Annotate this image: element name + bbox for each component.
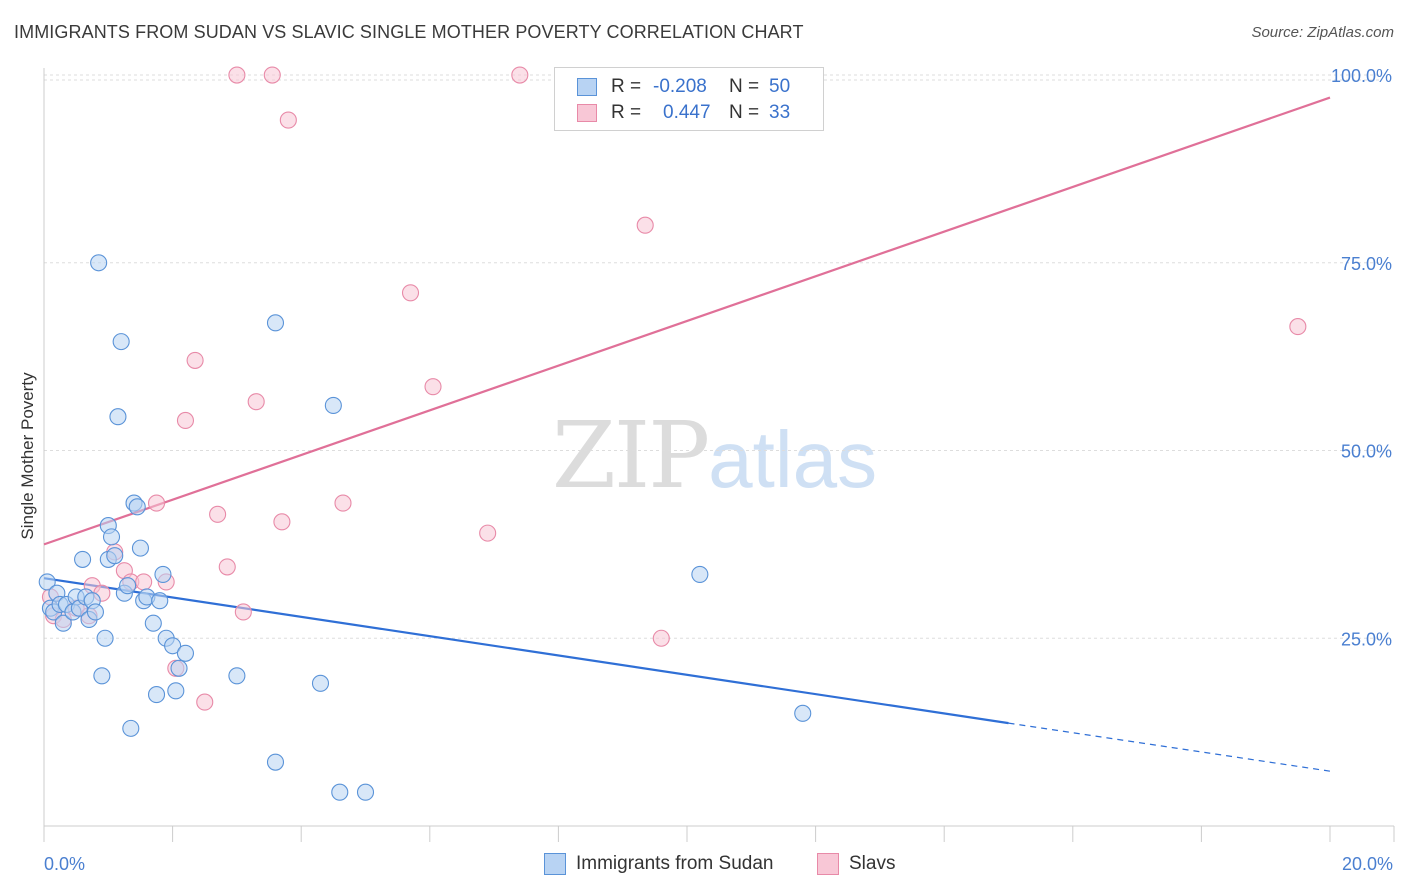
legend-n-label: N = xyxy=(729,76,760,97)
point-sudan xyxy=(112,333,130,351)
point-sudan xyxy=(131,539,149,557)
x-tick-label: 20.0% xyxy=(1342,854,1393,874)
y-axis-label: Single Mother Poverty xyxy=(18,372,37,540)
point-slavs xyxy=(135,573,153,591)
point-sudan xyxy=(74,550,92,568)
legend-row-slavs: R = 0.447 N = 33 xyxy=(577,100,790,126)
point-sudan xyxy=(794,704,812,722)
bottom-legend-swatch-sudan xyxy=(544,853,566,875)
x-tick-label: 0.0% xyxy=(44,854,85,874)
bottom-legend-swatch-slavs xyxy=(817,853,839,875)
point-slavs xyxy=(279,111,297,129)
point-sudan xyxy=(102,528,121,546)
point-slavs xyxy=(424,378,442,396)
point-slavs xyxy=(652,629,670,647)
chart-title: IMMIGRANTS FROM SUDAN VS SLAVIC SINGLE M… xyxy=(14,22,804,42)
point-sudan xyxy=(93,667,111,685)
y-tick-label: 100.0% xyxy=(1331,66,1392,86)
point-slavs xyxy=(273,513,291,531)
legend-swatch-sudan xyxy=(577,78,597,96)
point-slavs xyxy=(479,524,497,542)
point-sudan xyxy=(147,686,166,704)
grid xyxy=(44,74,1380,639)
point-slavs xyxy=(1289,318,1307,336)
trend-line-sudan xyxy=(43,577,1009,725)
axes xyxy=(43,68,1395,842)
legend-r-value: 0.447 xyxy=(663,102,711,123)
point-sudan xyxy=(154,565,172,583)
legend-n-value: 50 xyxy=(769,76,791,97)
y-tick-label: 25.0% xyxy=(1341,629,1392,649)
source-credit: Source: ZipAtlas.com xyxy=(1251,24,1394,41)
bottom-legend-slavs[interactable]: Slavs xyxy=(817,851,895,877)
point-slavs xyxy=(209,505,227,523)
point-sudan xyxy=(86,603,104,621)
y-tick-label: 50.0% xyxy=(1341,442,1392,462)
trend-line-extension-sudan xyxy=(1008,722,1331,772)
point-sudan xyxy=(128,498,146,516)
bottom-legend-sudan[interactable]: Immigrants from Sudan xyxy=(544,851,773,877)
point-sudan xyxy=(151,592,169,610)
point-sudan xyxy=(109,408,127,426)
point-sudan xyxy=(266,314,285,332)
legend-r-label: R = xyxy=(611,102,642,123)
point-sudan xyxy=(90,254,108,272)
point-sudan xyxy=(331,783,349,801)
bottom-legend-label-sudan: Immigrants from Sudan xyxy=(576,853,774,874)
point-slavs xyxy=(186,351,204,369)
point-slavs xyxy=(234,603,252,621)
trend-lines xyxy=(43,96,1331,772)
point-sudan xyxy=(228,667,246,685)
point-sudan xyxy=(266,753,285,771)
point-slavs xyxy=(228,66,246,84)
point-slavs xyxy=(176,411,195,430)
point-sudan xyxy=(96,629,114,647)
point-sudan xyxy=(356,783,375,801)
data-points xyxy=(38,66,1307,801)
point-slavs xyxy=(247,393,265,411)
point-sudan xyxy=(691,565,709,583)
point-slavs xyxy=(147,494,166,512)
point-sudan xyxy=(38,573,56,591)
legend-r-label: R = xyxy=(611,76,642,97)
point-slavs xyxy=(196,693,214,711)
legend: R = -0.208 N = 50 R = 0.447 N = 33 xyxy=(554,67,824,131)
point-sudan xyxy=(122,719,140,737)
point-slavs xyxy=(636,216,654,234)
legend-n-label: N = xyxy=(729,102,760,123)
point-slavs xyxy=(218,558,236,576)
bottom-legend-label-slavs: Slavs xyxy=(849,853,896,874)
legend-n-value: 33 xyxy=(769,102,791,123)
point-sudan xyxy=(311,674,330,692)
legend-r-value: -0.208 xyxy=(653,76,707,97)
axis-labels: 25.0% 50.0% 75.0% 100.0% 0.0% 20.0% Single Mot… xyxy=(18,66,1393,874)
point-slavs xyxy=(263,66,281,84)
point-sudan xyxy=(176,644,195,662)
point-sudan xyxy=(324,396,342,415)
point-sudan xyxy=(144,614,162,632)
point-sudan xyxy=(119,577,137,595)
trend-line-slavs xyxy=(43,96,1331,546)
point-sudan xyxy=(106,547,124,565)
point-sudan xyxy=(167,682,185,700)
point-slavs xyxy=(511,66,529,84)
point-sudan xyxy=(164,637,182,655)
point-slavs xyxy=(401,284,420,302)
legend-swatch-slavs xyxy=(577,104,597,122)
y-tick-label: 75.0% xyxy=(1341,254,1392,274)
legend-row-sudan: R = -0.208 N = 50 xyxy=(577,74,790,100)
point-sudan xyxy=(54,614,72,632)
point-slavs xyxy=(334,494,352,512)
point-sudan xyxy=(170,659,188,677)
